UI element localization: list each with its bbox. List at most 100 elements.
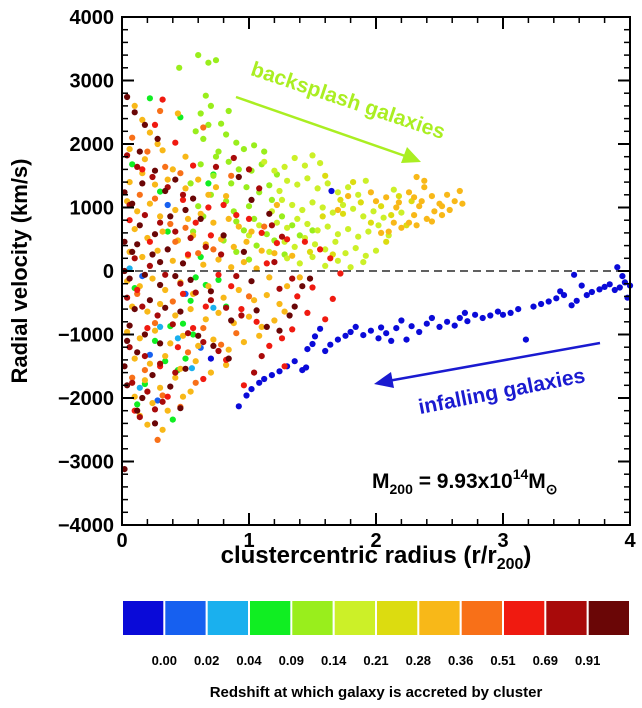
data-point: [245, 256, 253, 263]
colorbar-label: 0.51: [490, 653, 515, 668]
data-point: [278, 233, 286, 240]
data-point: [154, 312, 161, 319]
y-tick-label: 3000: [70, 71, 115, 93]
data-point: [296, 274, 303, 281]
data-point: [355, 233, 362, 240]
data-point: [235, 223, 242, 230]
data-point: [149, 173, 156, 181]
data-point: [271, 167, 278, 174]
data-point: [159, 147, 166, 154]
data-point: [225, 346, 232, 353]
data-point: [271, 250, 278, 257]
data-point: [164, 246, 171, 253]
data-point: [240, 248, 247, 255]
data-point: [235, 173, 242, 181]
x-axis-label-sub: 200: [497, 556, 524, 573]
data-point: [319, 204, 326, 211]
data-point: [428, 218, 435, 225]
data-point: [210, 172, 217, 179]
data-point: [614, 264, 621, 271]
data-point: [197, 210, 204, 217]
data-point: [177, 308, 184, 315]
data-point: [243, 392, 250, 399]
colorbar-swatch: [123, 601, 164, 635]
data-point: [266, 342, 273, 349]
data-point: [218, 341, 225, 348]
data-point: [345, 184, 352, 191]
data-point: [370, 208, 377, 215]
data-point: [378, 203, 385, 210]
data-point: [251, 369, 258, 376]
data-point: [177, 365, 184, 372]
data-point: [355, 191, 362, 198]
data-point: [245, 293, 253, 300]
data-point: [144, 388, 151, 395]
data-point: [398, 317, 405, 324]
data-point: [411, 212, 418, 219]
data-point: [164, 228, 171, 235]
colorbar-swatch: [546, 601, 587, 635]
data-point: [418, 198, 425, 205]
data-point: [187, 306, 194, 313]
data-point: [306, 248, 314, 255]
data-point: [195, 342, 202, 349]
data-point: [172, 273, 179, 280]
data-point: [129, 161, 136, 168]
data-point: [195, 52, 202, 59]
data-point: [329, 295, 336, 302]
data-point: [179, 393, 187, 400]
data-point: [187, 180, 194, 187]
data-point: [162, 286, 169, 294]
data-point: [553, 295, 560, 302]
data-point: [339, 210, 347, 217]
data-point: [304, 175, 311, 182]
data-point: [289, 222, 296, 229]
data-point: [273, 240, 280, 247]
data-point: [322, 246, 329, 253]
colorbar-swatch: [504, 601, 545, 635]
data-point: [233, 273, 240, 280]
data-point: [261, 148, 268, 155]
data-point: [291, 243, 298, 250]
data-point: [182, 153, 189, 160]
data-point: [200, 375, 207, 383]
data-point: [332, 238, 339, 245]
data-point: [306, 275, 314, 282]
data-point: [220, 201, 227, 209]
data-point: [342, 332, 349, 339]
data-point: [459, 200, 466, 207]
data-point: [276, 285, 283, 292]
data-point: [177, 405, 184, 412]
data-point: [583, 292, 590, 299]
data-point: [136, 148, 143, 155]
data-point: [151, 320, 159, 327]
data-point: [136, 191, 143, 198]
data-point: [205, 59, 212, 66]
colorbar-swatch: [461, 601, 502, 635]
data-point: [253, 265, 260, 272]
colorbar-label: 0.28: [406, 653, 431, 668]
data-point: [149, 251, 156, 258]
data-point: [225, 215, 232, 222]
data-point: [151, 121, 159, 128]
data-point: [357, 199, 364, 206]
data-point: [197, 110, 204, 117]
colorbar-swatch: [165, 601, 206, 635]
data-point: [146, 238, 153, 245]
colorbar-title: Redshift at which galaxy is accreted by …: [210, 684, 543, 701]
data-point: [487, 312, 494, 319]
data-point: [164, 393, 171, 400]
data-point: [205, 121, 212, 128]
data-point: [235, 286, 242, 294]
mass-label: M200 = 9.93x1014M⊙: [372, 466, 558, 497]
data-point: [151, 327, 159, 334]
data-point: [212, 163, 220, 170]
data-point: [182, 355, 189, 362]
y-axis-label: Radial velocity (km/s): [7, 159, 32, 384]
data-point: [408, 323, 415, 330]
data-point: [139, 253, 146, 261]
colorbar-label: 0.91: [575, 653, 600, 668]
data-point: [228, 264, 235, 271]
data-point: [388, 337, 395, 344]
